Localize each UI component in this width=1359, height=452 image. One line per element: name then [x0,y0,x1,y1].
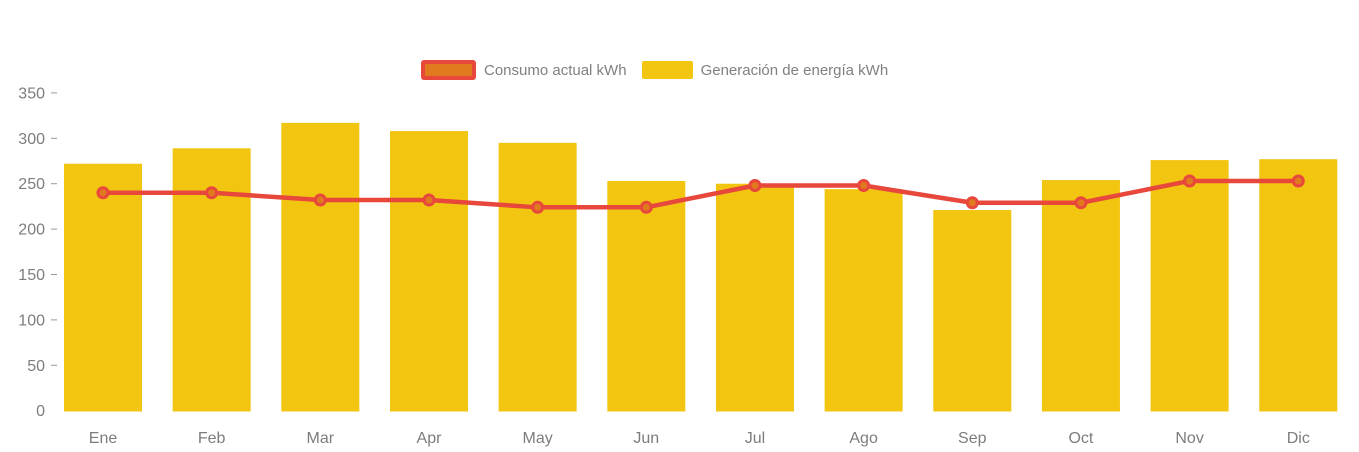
y-axis-tick-label: 100 [18,312,45,329]
legend-item-generacion[interactable]: Generación de energía kWh [641,61,889,79]
point-oct[interactable] [1074,196,1088,210]
x-axis-label-jul: Jul [745,430,765,447]
legend-label-generacion: Generación de energía kWh [700,61,889,79]
x-axis-label-jun: Jun [633,430,659,447]
legend-label-consumo: Consumo actual kWh [484,61,627,79]
legend-item-consumo[interactable]: Consumo actual kWh [421,60,627,80]
x-axis-label-ene: Ene [89,430,118,447]
point-ago[interactable] [857,179,871,193]
y-axis-tick-label: 0 [36,403,45,420]
x-axis-label-sep: Sep [958,430,987,447]
point-jul[interactable] [748,179,762,193]
point-nov[interactable] [1183,174,1197,188]
bar-mar[interactable] [281,122,360,412]
y-axis-tick-label: 200 [18,222,45,239]
bar-ago[interactable] [824,189,903,412]
y-axis-tick-label: 300 [18,131,45,148]
x-axis-label-ago: Ago [849,430,878,447]
x-axis-label-nov: Nov [1175,430,1203,447]
x-axis-label-mar: Mar [307,430,335,447]
consumo-line [100,178,1301,210]
bar-oct[interactable] [1041,180,1120,412]
bar-may[interactable] [498,142,577,412]
bar-sep[interactable] [933,210,1012,412]
point-dic[interactable] [1291,174,1305,188]
bar-jun[interactable] [607,180,686,412]
bar-apr[interactable] [389,131,468,412]
generacion-bar-swatch [641,61,693,79]
x-axis-label-feb: Feb [198,430,226,447]
y-axis-tick-label: 150 [18,267,45,284]
x-axis-label-apr: Apr [417,430,443,447]
point-apr[interactable] [422,193,436,207]
bar-ene[interactable] [64,163,142,412]
point-feb[interactable] [205,186,219,200]
point-sep[interactable] [965,196,979,210]
point-ene[interactable] [96,186,110,200]
bar-nov[interactable] [1150,160,1229,412]
y-axis-tick-label: 50 [27,358,45,375]
y-axis-tick-label: 350 [18,85,45,102]
point-jun[interactable] [639,200,653,214]
consumo-line-swatch [421,60,476,80]
point-may[interactable] [531,200,545,214]
y-axis-tick-label: 250 [18,176,45,193]
x-axis-label-oct: Oct [1068,430,1093,447]
bar-jul[interactable] [715,183,794,412]
x-axis-label-may: May [523,430,553,447]
x-axis-label-dic: Dic [1287,430,1310,447]
chart-legend: Consumo actual kWh Generación de energía… [421,60,888,80]
point-mar[interactable] [313,193,327,207]
bar-dic[interactable] [1259,159,1338,412]
